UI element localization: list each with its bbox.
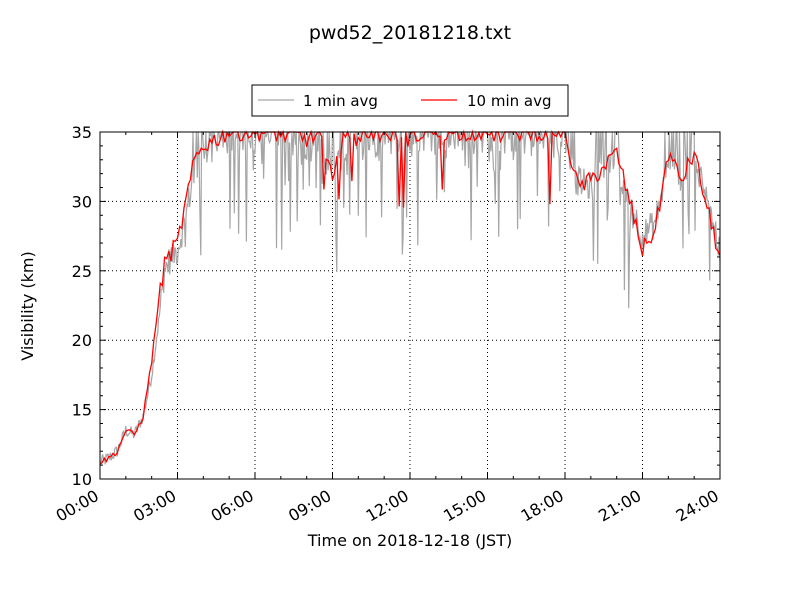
chart-title: pwd52_20181218.txt bbox=[309, 22, 511, 44]
y-tick-label: 35 bbox=[72, 123, 92, 142]
x-tick-label: 06:00 bbox=[208, 486, 257, 526]
x-axis-label: Time on 2018-12-18 (JST) bbox=[307, 531, 512, 550]
x-tick-label: 21:00 bbox=[595, 486, 644, 526]
y-tick-label: 15 bbox=[72, 401, 92, 420]
x-tick-label: 18:00 bbox=[518, 486, 567, 526]
y-tick-label: 30 bbox=[72, 192, 92, 211]
x-tick-labels: 00:00 03:00 06:00 09:00 12:00 15:00 18:00 21:00… bbox=[53, 486, 722, 526]
legend-label-1-min-avg: 1 min avg bbox=[303, 92, 378, 110]
legend: 1 min avg 10 min avg bbox=[251, 84, 569, 117]
x-tick-label: 12:00 bbox=[363, 486, 412, 526]
legend-box bbox=[251, 84, 569, 117]
y-tick-label: 20 bbox=[72, 331, 92, 350]
x-tick-label: 15:00 bbox=[440, 486, 489, 526]
ticks bbox=[99, 131, 721, 480]
series-1-min-avg bbox=[99, 129, 721, 465]
line-10-min-avg bbox=[99, 129, 721, 465]
y-axis-label: Visibility (km) bbox=[18, 251, 37, 360]
x-tick-label: 09:00 bbox=[285, 486, 334, 526]
series-10-min-avg bbox=[99, 129, 721, 465]
y-tick-labels: 10 15 20 25 30 35 bbox=[72, 123, 92, 489]
y-tick-label: 25 bbox=[72, 262, 92, 281]
x-tick-label: 24:00 bbox=[673, 486, 722, 526]
line-1-min-avg bbox=[99, 129, 721, 465]
y-tick-label: 10 bbox=[72, 470, 92, 489]
x-tick-label: 00:00 bbox=[53, 486, 102, 526]
legend-label-10-min-avg: 10 min avg bbox=[467, 92, 552, 110]
grid bbox=[100, 132, 720, 479]
x-tick-label: 03:00 bbox=[130, 486, 179, 526]
